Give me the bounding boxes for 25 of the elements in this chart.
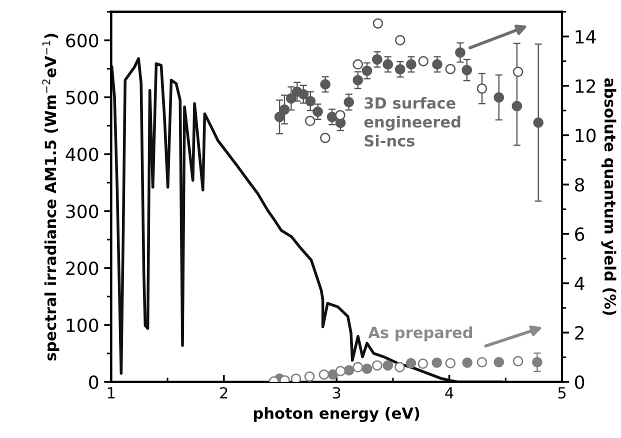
x-tick-label: 1 — [108, 387, 115, 398]
y-tick-label: 500 — [66, 90, 98, 104]
y2-tick-label: 6 — [575, 227, 584, 242]
y2-tick-label: 10 — [576, 128, 596, 142]
x-axis-title: photon energy (eV) — [254, 407, 420, 422]
y-tick-label: 400 — [66, 148, 98, 162]
y2-tick-label: 14 — [576, 30, 596, 44]
y2-tick-label: 2 — [575, 326, 584, 340]
x-tick-label: 3 — [332, 387, 340, 399]
annotation: As prepared — [368, 326, 472, 342]
y2-tick-label: 12 — [576, 79, 595, 93]
x-tick-label: 5 — [558, 387, 566, 399]
y-tick-label: 0 — [89, 375, 98, 390]
x-tick-label: 2 — [220, 387, 228, 398]
x-tick-label: 4 — [445, 387, 454, 398]
y2-axis-title: absolute quantum yield (%) — [601, 78, 616, 315]
y-tick-label: 200 — [66, 262, 98, 276]
y-tick-label: 100 — [66, 318, 98, 332]
y2-tick-label: 8 — [575, 178, 584, 192]
y2-tick-label: 0 — [575, 375, 584, 390]
annotation: 3D surface engineered Si-ncs — [364, 96, 460, 147]
y2-tick-label: 4 — [574, 276, 584, 290]
y-tick-label: 300 — [66, 204, 98, 218]
y-axis-title: spectral irradiance AM1.5 (Wm$^{−2}$eV$^{−1}$) — [42, 34, 60, 361]
y-tick-label: 600 — [66, 34, 98, 48]
